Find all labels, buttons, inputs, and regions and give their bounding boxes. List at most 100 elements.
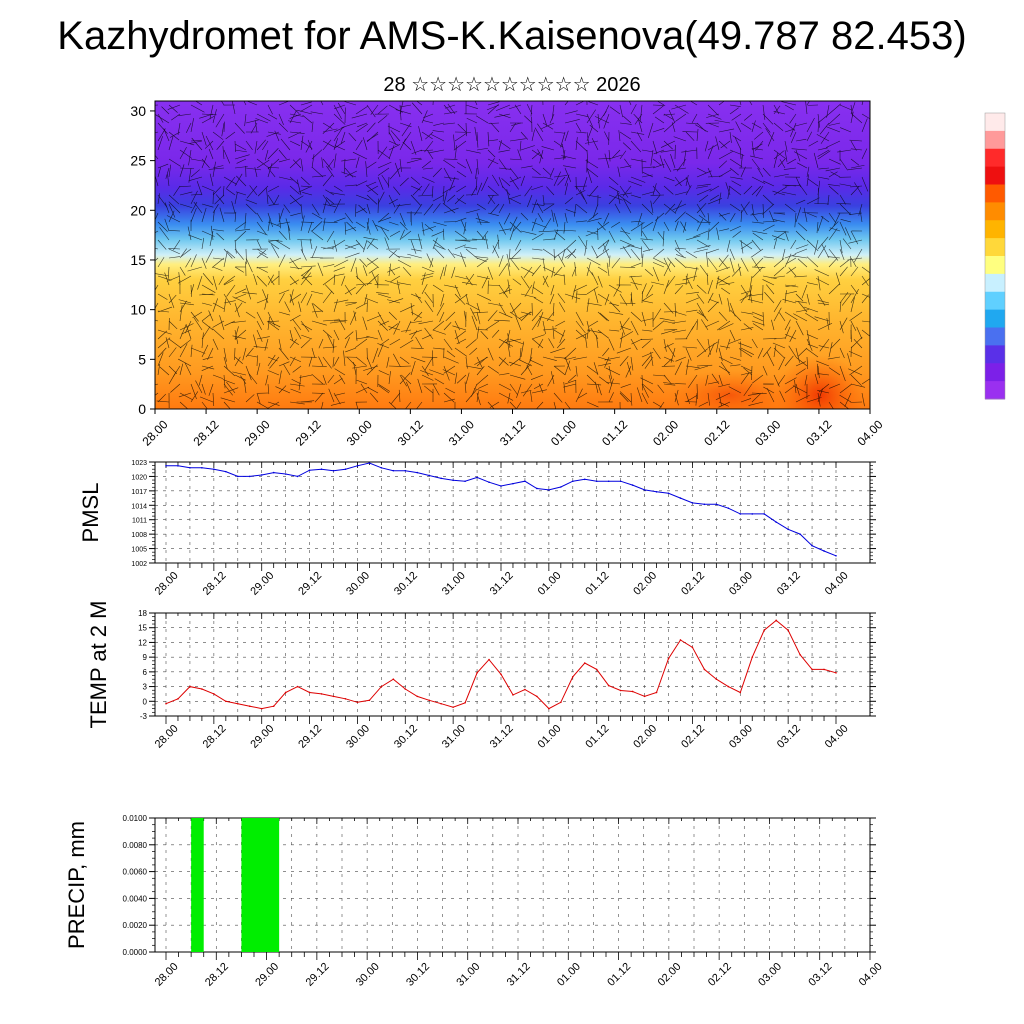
wind-barb xyxy=(611,149,621,159)
wind-barb xyxy=(564,183,569,196)
wind-barb xyxy=(201,344,209,358)
wind-barb xyxy=(421,110,428,124)
data-point xyxy=(607,480,610,483)
data-point xyxy=(524,480,526,483)
wind-barb xyxy=(476,356,483,369)
wind-barb xyxy=(850,289,859,304)
wind-barb xyxy=(586,127,593,142)
wind-barb xyxy=(721,287,731,295)
wind-barb xyxy=(652,183,657,196)
wind-barb xyxy=(179,363,184,376)
wind-barb xyxy=(322,275,336,286)
wind-barb xyxy=(411,149,423,155)
wind-barb xyxy=(729,107,739,115)
wind-barb xyxy=(696,221,711,223)
wind-barb xyxy=(348,132,357,142)
wind-barb xyxy=(785,284,797,287)
wind-barb xyxy=(366,315,382,322)
wind-barb xyxy=(531,309,543,322)
wind-barb xyxy=(696,218,704,232)
wind-barb xyxy=(343,350,346,367)
wind-barb xyxy=(188,167,192,183)
wind-barb xyxy=(608,392,614,403)
wind-barb xyxy=(553,212,559,227)
wind-barb xyxy=(663,185,674,195)
wind-barb xyxy=(675,356,687,362)
wind-barb xyxy=(696,383,698,400)
wind-barb xyxy=(421,160,432,169)
wind-barb xyxy=(189,140,203,144)
wind-barb xyxy=(509,257,520,271)
wind-barb xyxy=(223,248,233,259)
wind-barb xyxy=(663,221,670,232)
wind-barb xyxy=(571,284,577,300)
wind-barb xyxy=(616,347,632,354)
y-axis-label: PRECIP, mm xyxy=(64,821,89,949)
wind-barb xyxy=(487,158,495,169)
wind-barb xyxy=(355,338,368,348)
wind-barb xyxy=(453,134,456,151)
wind-barb xyxy=(795,293,804,302)
wind-barb xyxy=(784,253,792,268)
wind-barb xyxy=(219,207,225,223)
wind-barb xyxy=(740,154,743,169)
wind-barb xyxy=(739,293,753,301)
wind-barb xyxy=(240,375,247,385)
wind-barb xyxy=(619,192,632,196)
wind-barb xyxy=(212,320,225,328)
wind-barb xyxy=(526,365,533,376)
data-point xyxy=(320,468,323,471)
wind-barb xyxy=(861,118,868,133)
wind-barb xyxy=(377,320,388,331)
wind-barb xyxy=(531,152,540,160)
wind-barb xyxy=(166,275,181,282)
wind-barb xyxy=(389,338,401,346)
data-point xyxy=(452,706,454,708)
wind-barb xyxy=(509,338,524,345)
wind-barb xyxy=(436,302,445,316)
wind-barb xyxy=(234,192,238,205)
wind-barb xyxy=(705,374,709,386)
wind-barb xyxy=(762,311,765,327)
wind-barb xyxy=(163,128,170,142)
wind-barb xyxy=(842,238,852,250)
wind-barb xyxy=(256,275,268,287)
wind-barb xyxy=(559,329,566,344)
wind-barb xyxy=(256,320,262,330)
wind-barb xyxy=(452,325,467,331)
wind-barb xyxy=(201,332,204,349)
wind-barb xyxy=(773,258,785,268)
wind-barb xyxy=(355,239,365,251)
wind-barb xyxy=(729,203,741,212)
wind-barb xyxy=(377,293,391,299)
wind-barb xyxy=(267,311,275,326)
wind-barb xyxy=(743,113,753,121)
wind-barb xyxy=(296,179,302,196)
wind-barb xyxy=(674,177,688,187)
wind-barb xyxy=(256,298,268,304)
wind-barb xyxy=(302,192,313,196)
wind-barb xyxy=(379,338,390,346)
wind-barb xyxy=(575,311,584,326)
wind-barb xyxy=(707,228,710,241)
wind-barb xyxy=(696,348,708,358)
wind-barb xyxy=(652,374,666,377)
wind-barb xyxy=(533,297,544,304)
wind-barb xyxy=(255,118,269,124)
wind-barb xyxy=(729,158,743,168)
wind-barb xyxy=(718,383,731,388)
wind-barb xyxy=(201,365,215,370)
wind-barb xyxy=(602,239,610,252)
wind-barb xyxy=(388,298,404,304)
wind-barb xyxy=(157,167,161,178)
wind-barb xyxy=(531,257,545,260)
wind-barb xyxy=(289,195,304,205)
wind-barb xyxy=(476,365,485,376)
wind-barb xyxy=(481,275,489,289)
wind-barb xyxy=(574,185,588,188)
wind-barb xyxy=(618,130,621,142)
wind-barb xyxy=(407,253,423,259)
wind-barb xyxy=(740,365,753,372)
wind-barb xyxy=(355,156,360,169)
wind-barb xyxy=(476,203,486,210)
